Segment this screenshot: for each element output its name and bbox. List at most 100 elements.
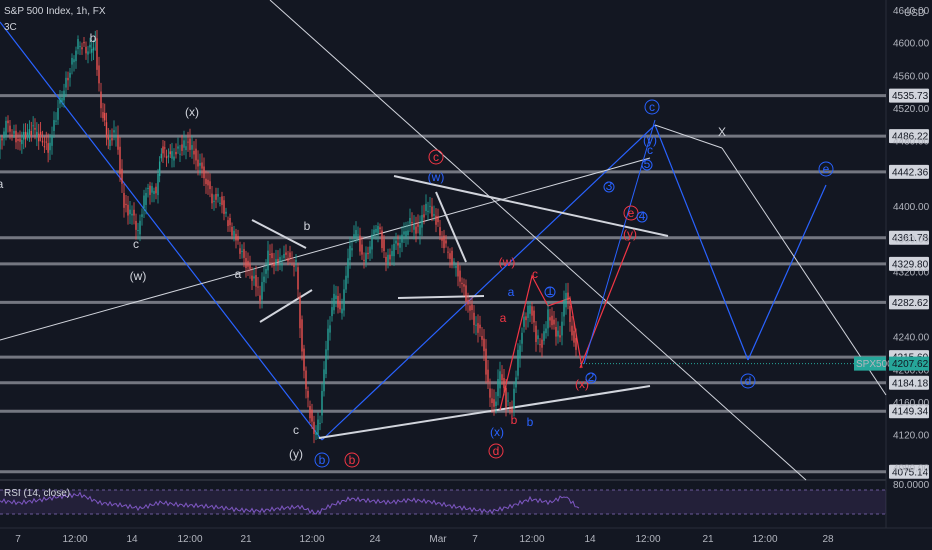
circled-label: 4 bbox=[639, 209, 646, 223]
candle-body bbox=[387, 254, 389, 265]
circled-label: 3 bbox=[606, 179, 613, 193]
wave-label: (y) bbox=[643, 133, 657, 147]
candle-body bbox=[259, 295, 261, 301]
rsi-line bbox=[0, 491, 580, 515]
candle-body bbox=[49, 142, 51, 151]
candle-body bbox=[325, 349, 327, 375]
candle-body bbox=[545, 328, 547, 334]
candle-body bbox=[67, 77, 69, 81]
circled-label-ring bbox=[585, 372, 597, 384]
candle-body bbox=[21, 140, 23, 145]
candle-body bbox=[453, 261, 455, 263]
candle-body bbox=[123, 193, 125, 208]
candle-body bbox=[493, 399, 495, 407]
candle-body bbox=[227, 220, 229, 227]
candle-body bbox=[237, 236, 239, 241]
blue-impulse-line bbox=[0, 21, 323, 441]
candle-body bbox=[415, 226, 417, 234]
candle-body bbox=[119, 146, 121, 175]
candle-body bbox=[36, 131, 38, 137]
candle-body bbox=[399, 243, 401, 248]
level-tag-label: 4361.78 bbox=[892, 233, 929, 244]
candle-body bbox=[177, 146, 179, 149]
y-axis-tick: 4160.00 bbox=[893, 398, 930, 409]
candle-body bbox=[9, 125, 11, 132]
wave-label: a bbox=[0, 177, 4, 191]
current-price-tag bbox=[889, 356, 929, 371]
wave-label: b bbox=[90, 31, 97, 45]
candle-body bbox=[45, 141, 47, 143]
candle-body bbox=[465, 285, 467, 302]
blue-rise-line bbox=[321, 124, 656, 441]
candle-body bbox=[293, 265, 295, 267]
candle-body bbox=[23, 131, 25, 140]
candle-body bbox=[79, 45, 81, 48]
circled-label: 5 bbox=[644, 157, 651, 171]
level-tag bbox=[889, 404, 929, 419]
candle-body bbox=[357, 234, 359, 236]
blue-projection-up bbox=[747, 184, 827, 361]
candle-body bbox=[423, 214, 425, 218]
candle-body bbox=[337, 295, 339, 308]
candle-body bbox=[83, 41, 85, 44]
candle-body bbox=[427, 210, 429, 212]
candle-body bbox=[229, 217, 231, 226]
candle-body bbox=[409, 217, 411, 224]
x-axis-tick: Mar bbox=[429, 534, 447, 545]
candle-body bbox=[437, 215, 439, 223]
candle-body bbox=[287, 257, 289, 262]
candle-body bbox=[385, 256, 387, 263]
candle-body bbox=[207, 179, 209, 186]
candle-body bbox=[28, 129, 31, 139]
candle-body bbox=[413, 224, 415, 230]
candle-body bbox=[147, 187, 149, 189]
x-axis-tick: 14 bbox=[126, 534, 138, 545]
candle-body bbox=[102, 112, 104, 119]
candle-body bbox=[11, 135, 13, 137]
candle-body bbox=[59, 97, 61, 104]
chart-title: S&P 500 Index, 1h, FX bbox=[4, 6, 106, 17]
candle-body bbox=[73, 59, 75, 63]
circled-label: 2 bbox=[588, 370, 595, 384]
candle-body bbox=[139, 220, 141, 235]
y-axis-tick: 4080.00 bbox=[893, 463, 930, 474]
candle-body bbox=[339, 303, 341, 310]
candle-body bbox=[319, 422, 321, 424]
candle-body bbox=[30, 130, 32, 136]
current-price-label: 4207.62 bbox=[892, 359, 929, 370]
circled-label-ring bbox=[623, 205, 639, 221]
candle-body bbox=[289, 252, 291, 258]
candle-body bbox=[557, 330, 559, 337]
y-axis-tick: 4120.00 bbox=[893, 431, 930, 442]
circled-label: b bbox=[319, 453, 326, 467]
candle-body bbox=[71, 57, 73, 65]
level-tag-label: 4282.62 bbox=[892, 298, 929, 309]
candle-body bbox=[367, 252, 369, 255]
candle-body bbox=[301, 319, 303, 352]
candle-body bbox=[489, 388, 491, 398]
candle-body bbox=[445, 240, 447, 244]
candle-body bbox=[85, 46, 87, 54]
y-axis-tick: 4200.00 bbox=[893, 365, 930, 376]
x-axis-tick: 12:00 bbox=[299, 534, 324, 545]
candle-body bbox=[375, 228, 377, 233]
candle-body bbox=[403, 231, 405, 235]
candle-body bbox=[517, 349, 519, 376]
x-axis-tick: 21 bbox=[240, 534, 252, 545]
candle-body bbox=[243, 249, 245, 258]
candle-body bbox=[183, 140, 185, 148]
circled-label: d bbox=[493, 444, 500, 458]
circled-label: c bbox=[649, 100, 655, 114]
candle-body bbox=[257, 286, 259, 288]
white-b-top bbox=[251, 219, 307, 249]
candle-body bbox=[463, 284, 465, 287]
candle-body bbox=[129, 209, 131, 215]
candle-body bbox=[477, 323, 479, 333]
candle-body bbox=[223, 200, 225, 214]
candle-body bbox=[359, 235, 361, 252]
candle-body bbox=[469, 305, 471, 311]
candle-body bbox=[295, 259, 297, 262]
candle-body bbox=[457, 264, 459, 277]
candle-body bbox=[75, 50, 77, 62]
